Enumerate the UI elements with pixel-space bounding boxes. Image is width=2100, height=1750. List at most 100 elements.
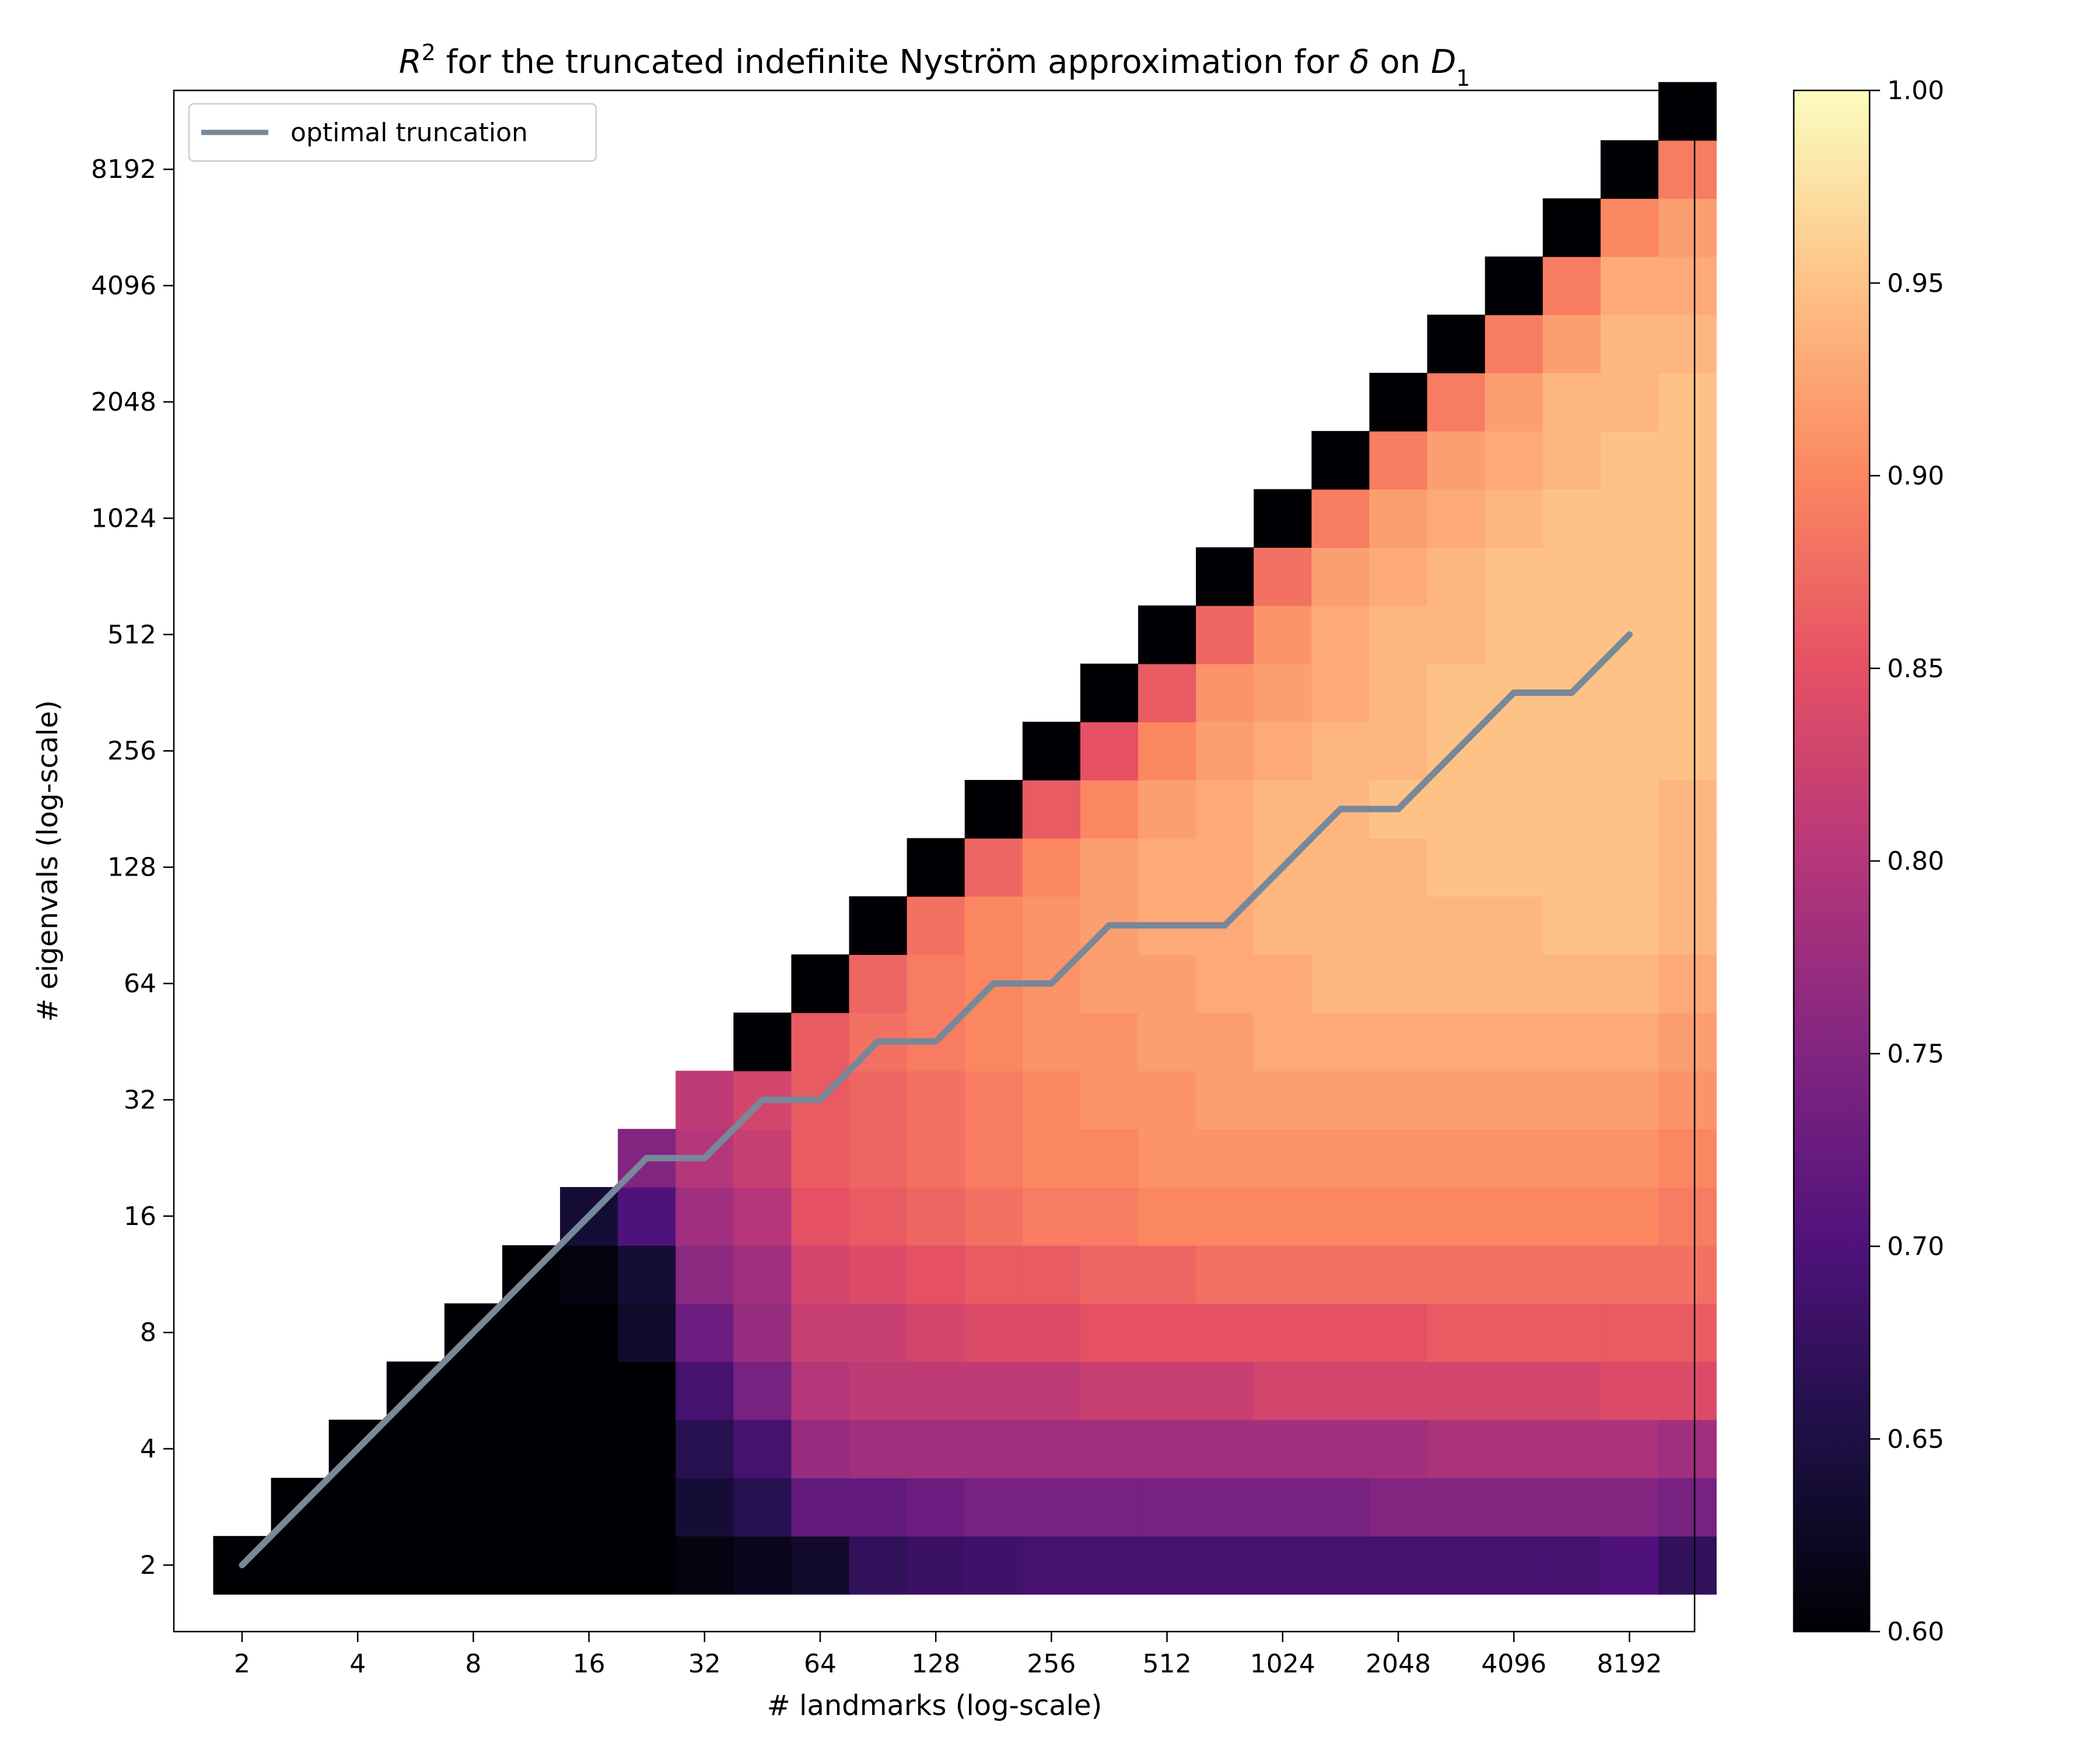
x-tick-label: 2 xyxy=(234,1649,250,1679)
heatmap-cell xyxy=(1080,1362,1139,1420)
heatmap-cell xyxy=(1485,489,1544,548)
heatmap-cell xyxy=(1658,663,1717,723)
heatmap-cell xyxy=(733,1012,792,1072)
heatmap-cell xyxy=(907,1186,965,1246)
heatmap-cell xyxy=(1542,954,1601,1013)
heatmap-cell xyxy=(1196,547,1255,606)
heatmap-cell xyxy=(1485,373,1544,432)
heatmap-cell xyxy=(444,1478,503,1536)
heatmap-cell xyxy=(1138,780,1196,839)
heatmap-cell xyxy=(502,1478,561,1536)
x-tick-label: 8192 xyxy=(1597,1649,1662,1679)
x-tick-label: 4096 xyxy=(1481,1649,1546,1679)
heatmap-cell xyxy=(676,1536,734,1595)
heatmap-cell xyxy=(849,1070,908,1130)
heatmap-cell xyxy=(1427,373,1486,432)
heatmap-cell xyxy=(1542,1129,1601,1188)
heatmap-cell xyxy=(1311,547,1370,606)
heatmap-cell xyxy=(964,1478,1023,1536)
heatmap-cell xyxy=(1022,1245,1081,1304)
heatmap-cell xyxy=(1658,1478,1717,1536)
colorbar-tick-label: 0.65 xyxy=(1887,1424,1944,1454)
heatmap-cell xyxy=(733,1186,792,1246)
heatmap-cell xyxy=(1485,1012,1544,1072)
y-tick-label: 128 xyxy=(107,853,156,883)
heatmap-cell xyxy=(1485,838,1544,897)
heatmap-cell xyxy=(849,1186,908,1246)
heatmap-cell xyxy=(1658,430,1717,490)
heatmap-cell xyxy=(1485,1419,1544,1479)
heatmap-cell xyxy=(1311,896,1370,955)
heatmap-cell xyxy=(1658,1245,1717,1304)
heatmap-cell xyxy=(1542,430,1601,490)
heatmap-cell xyxy=(1658,547,1717,606)
heatmap-cell xyxy=(1427,780,1486,839)
heatmap-cell xyxy=(386,1478,445,1536)
heatmap-cell xyxy=(1369,1362,1428,1420)
heatmap-cell xyxy=(1600,256,1659,316)
heatmap-cell xyxy=(1600,780,1659,839)
heatmap-cell xyxy=(1138,722,1196,780)
heatmap-cell xyxy=(1080,1186,1139,1246)
heatmap-cell xyxy=(1427,1536,1486,1595)
heatmap-cell xyxy=(676,1478,734,1536)
heatmap-cell xyxy=(1427,663,1486,723)
heatmap-cell xyxy=(1254,1245,1312,1304)
heatmap-cell xyxy=(1138,838,1196,897)
heatmap-cell xyxy=(1658,722,1717,780)
y-tick-label: 8192 xyxy=(91,155,156,184)
heatmap-cell xyxy=(1254,1536,1312,1595)
heatmap-cell xyxy=(1658,1186,1717,1246)
heatmap-cell xyxy=(791,1536,850,1595)
heatmap-cell xyxy=(502,1362,561,1420)
colorbar-tick-label: 0.60 xyxy=(1887,1617,1944,1647)
heatmap-cell xyxy=(907,896,965,955)
y-tick-label: 1024 xyxy=(91,503,156,533)
heatmap-cell xyxy=(1311,1070,1370,1130)
heatmap-cell xyxy=(1254,547,1312,606)
heatmap-cell xyxy=(1254,1012,1312,1072)
heatmap-cell xyxy=(1138,663,1196,723)
heatmap-cell xyxy=(1196,605,1255,664)
heatmap-cell xyxy=(1542,1070,1601,1130)
heatmap-cell xyxy=(1600,1070,1659,1130)
heatmap-cell xyxy=(1542,1478,1601,1536)
optimal-truncation-layer xyxy=(239,631,1633,1569)
heatmap-cell xyxy=(1311,1245,1370,1304)
legend: optimal truncation xyxy=(188,103,597,162)
title-middle: for the truncated indefinite Nyström app… xyxy=(436,43,1349,81)
heatmap-cell xyxy=(1600,1186,1659,1246)
heatmap-cell xyxy=(1485,1186,1544,1246)
heatmap-cell xyxy=(964,1362,1023,1420)
heatmap-cell xyxy=(1022,1419,1081,1479)
heatmap-cell xyxy=(849,1419,908,1479)
heatmap-cell xyxy=(1022,1536,1081,1595)
colorbar-tick-label: 0.90 xyxy=(1887,461,1944,491)
heatmap-cell xyxy=(1658,1129,1717,1188)
heatmap-cell xyxy=(1485,1303,1544,1362)
heatmap-cell xyxy=(1138,1012,1196,1072)
heatmap-cell xyxy=(791,1303,850,1362)
heatmap-cell xyxy=(964,896,1023,955)
heatmap-cell xyxy=(1254,722,1312,780)
heatmap-cells xyxy=(213,82,1717,1595)
heatmap-cell xyxy=(1138,1070,1196,1130)
heatmap-cell xyxy=(560,1536,618,1595)
heatmap-cell xyxy=(271,1536,330,1595)
heatmap-cell xyxy=(791,954,850,1013)
heatmap-cell xyxy=(791,1012,850,1072)
y-tick-label: 4 xyxy=(140,1434,156,1464)
heatmap-cell xyxy=(964,1070,1023,1130)
heatmap-cell xyxy=(907,1070,965,1130)
heatmap-cell xyxy=(1022,1012,1081,1072)
heatmap-cell xyxy=(1196,954,1255,1013)
title-on: on xyxy=(1370,43,1431,81)
heatmap-cell xyxy=(1542,1419,1601,1479)
heatmap-cell xyxy=(1369,1536,1428,1595)
heatmap-cell xyxy=(1600,1536,1659,1595)
heatmap-cell xyxy=(1080,1419,1139,1479)
heatmap-cell xyxy=(1542,722,1601,780)
heatmap-cell xyxy=(1658,314,1717,373)
heatmap-cell xyxy=(1369,605,1428,664)
heatmap-cell xyxy=(1658,256,1717,316)
